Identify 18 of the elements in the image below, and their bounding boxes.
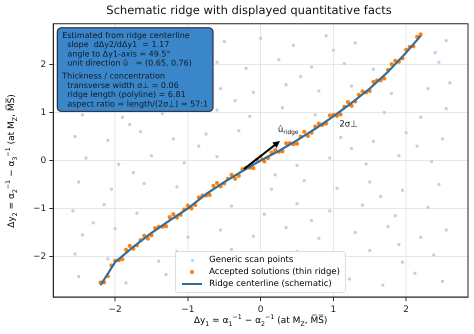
- x-tick-label: −2: [108, 304, 122, 315]
- annotation: Estimated from ridge centerline slope dΔy2/dΔy1 = 1.17 angle to Δy1-axis = 49.5° unit direction û = (0.65, 0.76): [62, 30, 192, 68]
- y-tick-label: 1: [40, 108, 46, 118]
- x-tick-label: 2: [403, 304, 410, 315]
- y-tick-label: −1: [32, 204, 46, 214]
- legend-label: Generic scan points: [209, 255, 294, 266]
- x-tick-label: 0: [258, 304, 264, 315]
- y-tick-label: −2: [32, 252, 46, 262]
- x-tick-label: 1: [330, 304, 336, 315]
- chart-title: Schematic ridge with displayed quantitative facts: [106, 2, 392, 17]
- y-tick-label: 0: [40, 156, 47, 166]
- legend-label: Accepted solutions (thin ridge): [209, 267, 340, 278]
- x-tick-label: −1: [181, 304, 195, 315]
- text: Δy$_{1}$ = α$_{1}$$^{−1}$ − α$_{2}$$^{−1}$ (at M$_{Z}$, M̅S̅): [194, 314, 328, 328]
- legend-label: Ridge centerline (schematic): [209, 279, 332, 290]
- annotation: 2σ⊥: [339, 120, 358, 130]
- annotation: Thickness / concentration transverse width σ⊥ = 0.06 ridge length (polyline) = 6.81 aspect ratio = length/(2σ⊥) = 57:1: [61, 72, 208, 108]
- y-tick-label: 2: [40, 60, 46, 70]
